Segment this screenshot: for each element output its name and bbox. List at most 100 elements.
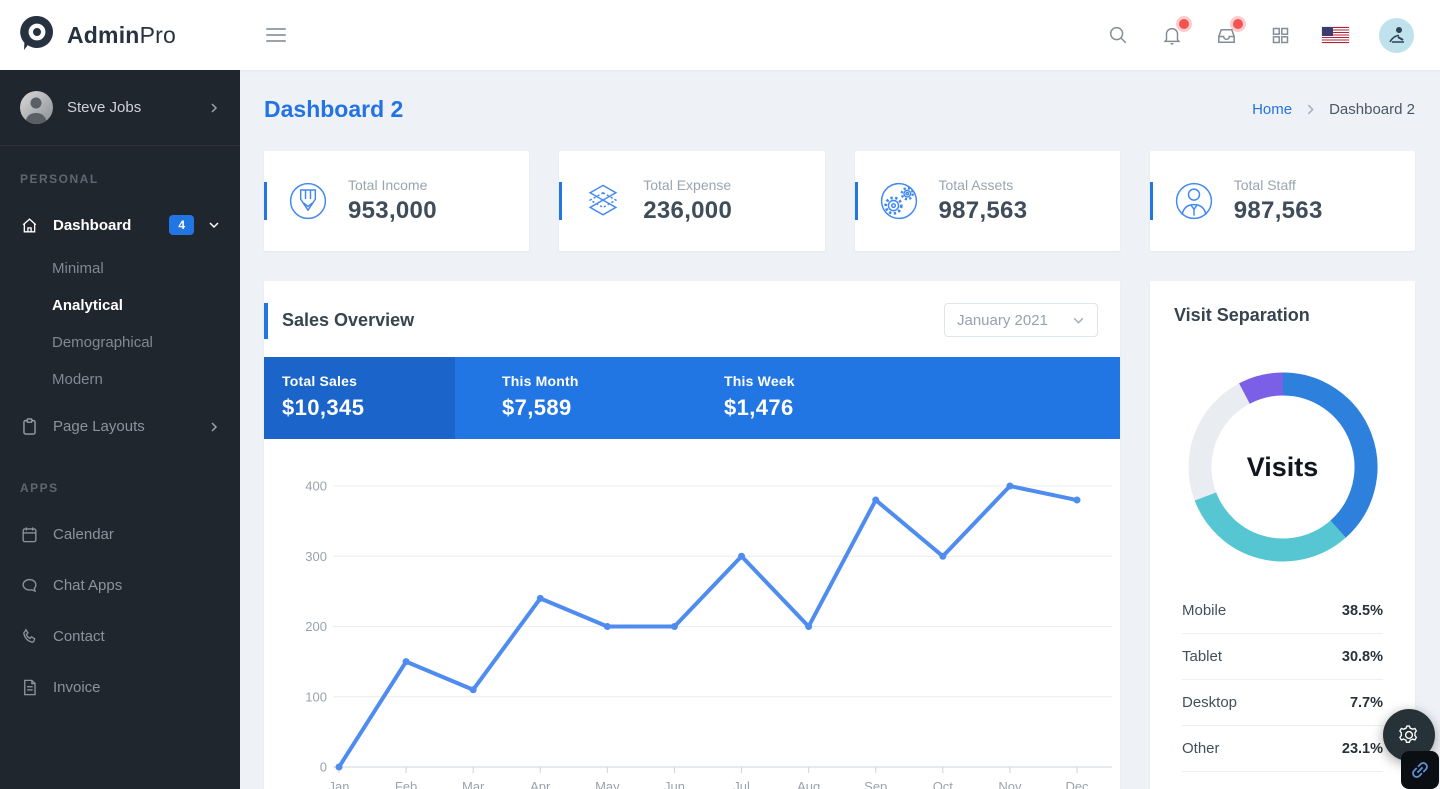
- gears-icon: [880, 182, 917, 220]
- sidebar-item-page-layouts[interactable]: Page Layouts: [0, 404, 240, 449]
- sidebar-subitem-minimal[interactable]: Minimal: [52, 260, 104, 277]
- sidebar-item-chat-apps[interactable]: Chat Apps: [0, 560, 240, 611]
- legend-row-desktop: Desktop 7.7%: [1182, 680, 1383, 726]
- breadcrumb-home-link[interactable]: Home: [1252, 101, 1293, 118]
- visits-legend: Mobile 38.5% Tablet 30.8% Desktop 7.7% O…: [1150, 588, 1415, 772]
- card-accent-bar: [1149, 182, 1153, 220]
- page-title: Dashboard 2: [264, 96, 404, 122]
- dashboard-submenu: Minimal Analytical Demographical Modern: [0, 248, 240, 404]
- card-accent-bar: [264, 303, 268, 339]
- menu-toggle-icon[interactable]: [266, 28, 286, 42]
- svg-text:Jul: Jul: [733, 779, 750, 789]
- svg-text:Jan: Jan: [329, 779, 350, 789]
- stat-card-total-assets: Total Assets 987,563: [854, 151, 1120, 251]
- sales-line-chart: 0 100 200 300 400 Jan Feb Mar Apr May Jun Jul Aug Sep…: [264, 439, 1120, 789]
- language-flag-us[interactable]: [1322, 27, 1349, 43]
- brand-logo[interactable]: AdminPro: [0, 14, 240, 57]
- chevron-right-icon: [211, 102, 218, 113]
- apps-grid-icon[interactable]: [1268, 23, 1292, 47]
- dashboard-count-badge: 4: [169, 215, 194, 235]
- svg-text:100: 100: [305, 689, 327, 704]
- summary-total-sales: Total Sales $10,345: [264, 357, 455, 439]
- messages-inbox-icon[interactable]: [1214, 19, 1243, 47]
- sidebar-subitem-modern[interactable]: Modern: [52, 371, 103, 388]
- donut-center-label: Visits: [1246, 451, 1319, 482]
- user-name: Steve Jobs: [67, 99, 142, 116]
- stat-label: Total Expense: [643, 177, 732, 193]
- card-accent-bar: [854, 182, 858, 220]
- link-fab-button[interactable]: [1401, 751, 1439, 789]
- chevron-down-icon: [209, 222, 219, 229]
- visit-separation-title: Visit Separation: [1174, 305, 1310, 325]
- svg-text:300: 300: [305, 549, 327, 564]
- stat-value: 953,000: [348, 197, 437, 224]
- gear-icon: [1399, 725, 1418, 743]
- clipboard-icon: [23, 418, 36, 435]
- visit-separation-card: Visit Separation Visits Mobile 38.5% Tab…: [1150, 281, 1415, 789]
- sales-overview-card: Sales Overview January 2021 Total Sales …: [264, 281, 1120, 789]
- sidebar-item-invoice[interactable]: Invoice: [0, 662, 240, 713]
- stat-cards-row: Total Income 953,000 Total Expense 236,0…: [264, 151, 1415, 251]
- notification-badge: [1179, 19, 1189, 29]
- svg-text:Mar: Mar: [462, 779, 485, 789]
- svg-text:0: 0: [320, 760, 327, 775]
- stat-label: Total Assets: [938, 177, 1014, 193]
- stat-value: 236,000: [643, 197, 733, 224]
- legend-row-tablet: Tablet 30.8%: [1182, 634, 1383, 680]
- sidebar-subitem-demographical[interactable]: Demographical: [52, 334, 153, 351]
- sidebar-item-calendar[interactable]: Calendar: [0, 509, 240, 560]
- summary-this-month: This Month $7,589: [502, 373, 579, 420]
- svg-text:Jun: Jun: [664, 779, 685, 789]
- svg-text:Feb: Feb: [395, 779, 417, 789]
- svg-text:Dec: Dec: [1065, 779, 1089, 789]
- calendar-icon: [22, 527, 37, 543]
- chevron-right-icon: [211, 421, 218, 432]
- svg-text:May: May: [595, 779, 620, 789]
- stat-value: 987,563: [1233, 197, 1323, 224]
- search-icon[interactable]: [1106, 23, 1130, 47]
- main-content: Dashboard 2 Home Dashboard 2 Total Incom…: [240, 70, 1440, 789]
- period-selected-value: January 2021: [957, 311, 1048, 329]
- stat-label: Total Income: [348, 177, 428, 193]
- sidebar-item-dashboard[interactable]: Dashboard 4: [0, 202, 240, 248]
- legend-row-mobile: Mobile 38.5%: [1182, 588, 1383, 634]
- svg-text:200: 200: [305, 619, 327, 634]
- adminpro-logo-icon: [18, 14, 56, 57]
- home-icon: [22, 217, 37, 233]
- layers-icon: [588, 184, 618, 216]
- sidebar: Steve Jobs PERSONAL Dashboard 4 Minimal …: [0, 70, 240, 789]
- top-bar: AdminPro: [0, 0, 1440, 70]
- message-badge: [1233, 19, 1243, 29]
- summary-this-week: This Week $1,476: [724, 373, 795, 420]
- pencil-circle-icon: [289, 182, 327, 220]
- sidebar-user[interactable]: Steve Jobs: [0, 70, 240, 146]
- document-icon: [24, 679, 36, 696]
- profile-avatar[interactable]: [1379, 17, 1414, 53]
- person-circle-icon: [1175, 182, 1212, 220]
- sidebar-subitem-analytical[interactable]: Analytical: [52, 297, 123, 314]
- phone-icon: [23, 628, 36, 643]
- legend-row-other: Other 23.1%: [1182, 726, 1383, 772]
- section-label-apps: APPS: [20, 481, 59, 495]
- stat-value: 987,563: [938, 197, 1028, 224]
- period-select[interactable]: January 2021: [944, 303, 1098, 337]
- stat-card-total-income: Total Income 953,000: [264, 151, 530, 251]
- svg-text:Aug: Aug: [797, 779, 820, 789]
- stat-card-total-staff: Total Staff 987,563: [1149, 151, 1415, 251]
- brand-name: AdminPro: [67, 21, 176, 48]
- breadcrumb: Home Dashboard 2: [1252, 101, 1415, 118]
- stat-label: Total Staff: [1233, 177, 1296, 193]
- svg-text:Apr: Apr: [530, 779, 551, 789]
- svg-text:Nov: Nov: [998, 779, 1022, 789]
- card-accent-bar: [264, 182, 267, 220]
- svg-text:400: 400: [305, 479, 327, 494]
- sidebar-item-contact[interactable]: Contact: [0, 611, 240, 662]
- svg-text:Oct: Oct: [933, 779, 954, 789]
- stat-card-total-expense: Total Expense 236,000: [559, 151, 825, 251]
- sales-overview-title: Sales Overview: [282, 309, 415, 330]
- notifications-bell-icon[interactable]: [1160, 19, 1189, 47]
- chat-icon: [22, 578, 37, 593]
- svg-text:Sep: Sep: [864, 779, 887, 789]
- chain-link-icon: [1412, 762, 1428, 778]
- breadcrumb-current: Dashboard 2: [1329, 101, 1415, 118]
